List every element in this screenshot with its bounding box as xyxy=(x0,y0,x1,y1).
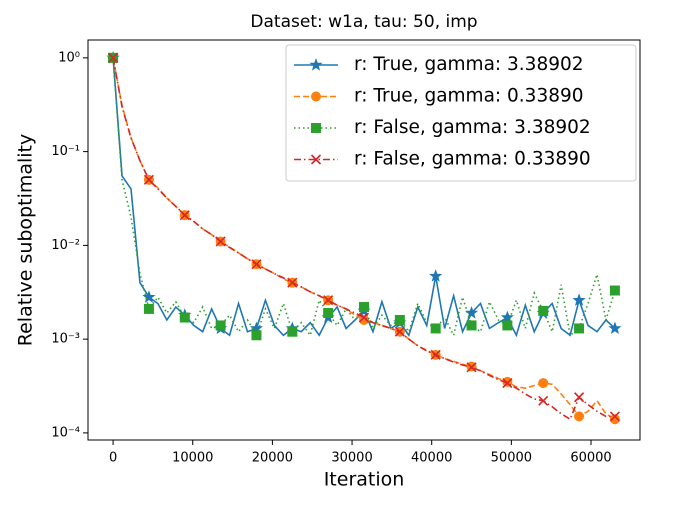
marker xyxy=(323,295,334,306)
marker xyxy=(466,320,477,331)
marker xyxy=(108,52,119,63)
x-tick-label: 0 xyxy=(109,451,117,466)
legend-label: r: True, gamma: 0.33890 xyxy=(354,86,584,107)
marker xyxy=(143,303,154,314)
marker xyxy=(609,414,620,425)
marker xyxy=(358,312,370,323)
marker xyxy=(609,411,620,422)
marker xyxy=(394,326,405,337)
marker xyxy=(430,349,441,360)
marker xyxy=(287,277,298,288)
marker xyxy=(430,323,441,334)
series-line xyxy=(112,57,615,421)
marker xyxy=(311,123,321,133)
marker xyxy=(538,305,549,316)
marker xyxy=(429,269,443,282)
marker xyxy=(287,326,298,337)
marker xyxy=(143,174,155,185)
marker xyxy=(311,91,321,102)
chart-title: Dataset: w1a, tau: 50, imp xyxy=(250,12,477,32)
marker xyxy=(464,306,479,319)
legend-label: r: False, gamma: 0.33890 xyxy=(354,149,591,170)
marker xyxy=(500,310,514,324)
x-tick-label: 30000 xyxy=(331,451,372,466)
marker xyxy=(502,378,513,389)
x-tick-label: 60000 xyxy=(570,451,611,466)
x-tick-label: 10000 xyxy=(172,451,213,466)
marker xyxy=(466,362,477,373)
marker xyxy=(573,392,585,403)
marker xyxy=(142,290,156,303)
marker xyxy=(310,154,322,165)
marker xyxy=(179,312,190,323)
y-axis-label: Relative suboptimality xyxy=(15,134,37,346)
marker xyxy=(251,330,262,341)
marker xyxy=(538,395,549,406)
legend-label: r: False, gamma: 3.38902 xyxy=(354,117,591,138)
axes-frame xyxy=(87,39,641,441)
y-tick-label: 10⁻⁴ xyxy=(51,425,80,440)
marker xyxy=(179,210,190,221)
marker xyxy=(215,320,226,331)
x-tick-label: 20000 xyxy=(252,451,293,466)
plot-area xyxy=(106,50,622,425)
marker xyxy=(502,320,513,331)
x-tick-label: 40000 xyxy=(411,451,452,466)
marker xyxy=(309,58,323,71)
marker xyxy=(359,302,369,313)
x-tick-label: 50000 xyxy=(491,451,532,466)
marker xyxy=(609,285,620,296)
legend-box xyxy=(285,44,637,182)
marker xyxy=(538,378,549,389)
marker xyxy=(574,323,585,334)
marker xyxy=(608,321,622,335)
y-tick-label: 10⁻³ xyxy=(51,332,80,347)
x-axis-label: Iteration xyxy=(324,469,405,491)
marker xyxy=(251,259,262,270)
marker xyxy=(394,314,405,325)
y-tick-label: 10⁰ xyxy=(58,50,80,65)
marker xyxy=(359,314,369,325)
y-tick-label: 10⁻² xyxy=(51,238,80,253)
marker xyxy=(574,411,585,422)
marker xyxy=(572,293,586,306)
legend-label: r: True, gamma: 3.38902 xyxy=(354,54,584,75)
marker xyxy=(215,236,226,247)
marker xyxy=(323,307,334,318)
y-tick-label: 10⁻¹ xyxy=(51,144,80,159)
